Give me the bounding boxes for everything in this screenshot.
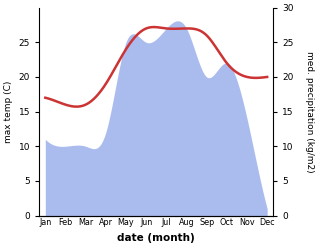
Y-axis label: max temp (C): max temp (C)	[4, 80, 13, 143]
Y-axis label: med. precipitation (kg/m2): med. precipitation (kg/m2)	[305, 51, 314, 172]
X-axis label: date (month): date (month)	[117, 233, 195, 243]
